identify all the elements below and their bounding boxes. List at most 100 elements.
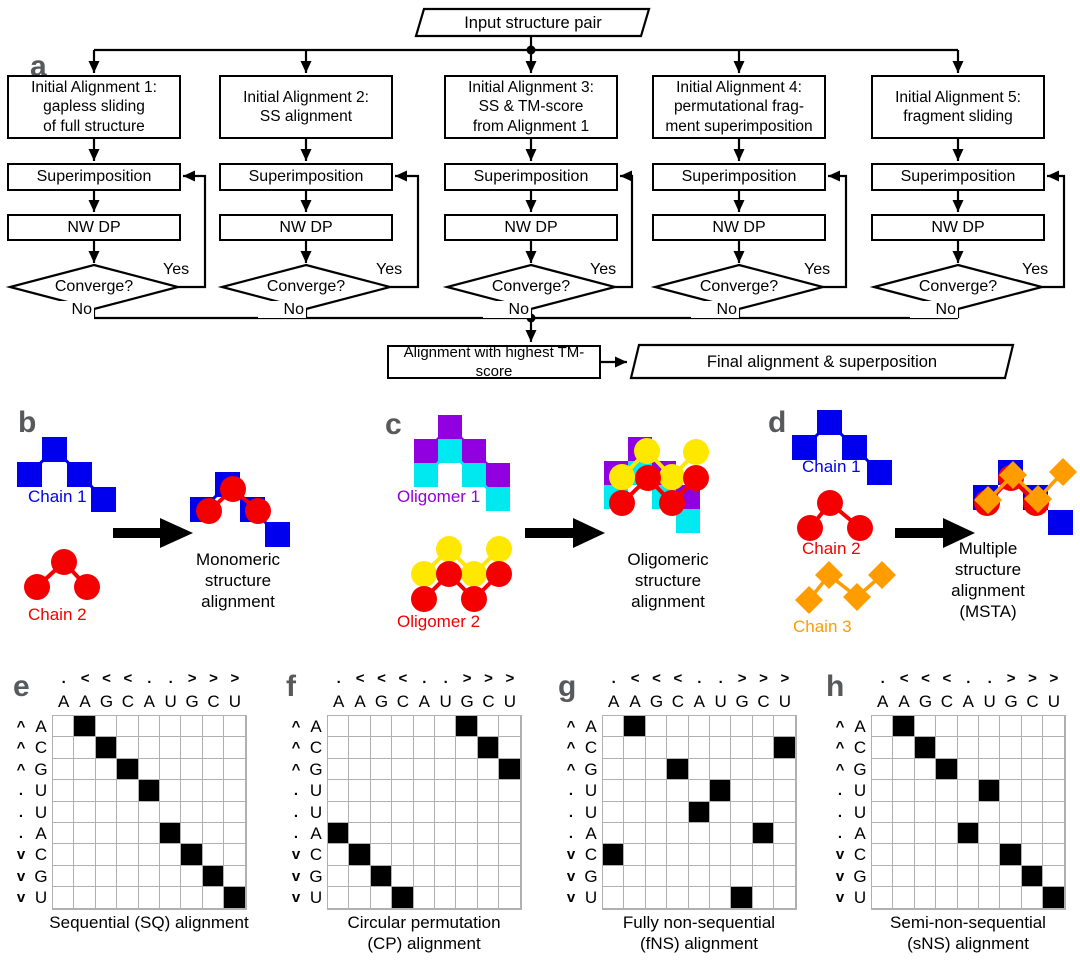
matrix-panel-e-col-marker: > bbox=[209, 670, 218, 687]
matrix-panel-f-letter: f bbox=[286, 670, 296, 703]
matrix-panel-h-cell bbox=[957, 801, 979, 823]
matrix-panel-e-col-letter: G bbox=[185, 692, 199, 711]
matrix-panel-g-col-letter: G bbox=[735, 692, 749, 711]
matrix-panel-e-col-letter: A bbox=[143, 692, 155, 711]
branch-4-converge-label: Converge? bbox=[699, 278, 779, 295]
matrix-panel-f-cell bbox=[392, 865, 414, 888]
matrix-panel-g-cell bbox=[731, 780, 753, 802]
matrix-panel-g-cell bbox=[645, 737, 668, 759]
branch-3-yes-label: Yes bbox=[590, 261, 617, 278]
branch-3-initial-alignment-box: Initial Alignment 3: SS & TM-score from … bbox=[444, 75, 618, 139]
matrix-panel-g-cell bbox=[645, 865, 668, 888]
matrix-panel-e-grid bbox=[52, 715, 247, 910]
matrix-panel-f-col-letter: C bbox=[482, 692, 495, 711]
matrix-panel-f-cell bbox=[434, 737, 457, 759]
matrix-panel-g-cell bbox=[731, 758, 753, 781]
matrix-panel-e-cell bbox=[74, 887, 96, 909]
matrix-panel-h-cell bbox=[1021, 822, 1044, 845]
matrix-panel-f-cell bbox=[456, 844, 478, 866]
matrix-panel-f-row-letter: A bbox=[310, 824, 322, 843]
matrix-panel-f-aligned-cell bbox=[456, 716, 478, 738]
matrix-panel-f-col-marker: > bbox=[484, 670, 493, 687]
matrix-panel-h-cell bbox=[872, 780, 894, 802]
matrix-panel-g-aligned-cell bbox=[688, 801, 710, 823]
matrix-panel-g-row-marker: ^ bbox=[566, 718, 576, 735]
matrix-panel-h-cell bbox=[1021, 737, 1044, 759]
matrix-panel-f-cell bbox=[370, 758, 393, 781]
matrix-panel-e-aligned-cell bbox=[159, 822, 182, 845]
matrix-panel-h-cell bbox=[1043, 758, 1065, 781]
matrix-panel-e-cell bbox=[202, 737, 225, 759]
matrix-panel-e-cell bbox=[224, 822, 246, 845]
panel-c-letter: c bbox=[385, 408, 402, 441]
matrix-panel-f-col-letter: G bbox=[460, 692, 474, 711]
matrix-panel-e-cell bbox=[117, 844, 139, 866]
branch-3-yes-loop bbox=[615, 170, 634, 289]
matrix-panel-h-cell bbox=[1000, 887, 1022, 909]
matrix-panel-e-row-letter: C bbox=[34, 738, 48, 758]
matrix-panel-f-col-letter: A bbox=[418, 692, 430, 711]
matrix-panel-g-cell bbox=[645, 822, 668, 845]
matrix-panel-g-cell bbox=[624, 887, 646, 909]
matrix-panel-f-cell bbox=[413, 780, 435, 802]
panel-d-caption: Multiple structure alignment (MSTA) bbox=[951, 539, 1025, 621]
matrix-panel-e-cell bbox=[159, 758, 182, 781]
matrix-panel-h-col-marker: < bbox=[921, 670, 930, 687]
matrix-panel-f-grid bbox=[327, 715, 522, 910]
matrix-panel-f-row-marker: . bbox=[293, 803, 299, 821]
matrix-panel-h-cell bbox=[936, 716, 958, 738]
matrix-panel-f-cell bbox=[392, 758, 414, 781]
matrix-panel-f-caption: Circular permutation (CP) alignment bbox=[347, 913, 501, 953]
matrix-panel-f-cell bbox=[328, 865, 350, 888]
matrix-panel-h-cell bbox=[872, 716, 894, 738]
matrix-panel-f-cell bbox=[328, 737, 350, 759]
matrix-panel-h-grid bbox=[871, 715, 1066, 910]
matrix-panel-e-cell bbox=[138, 844, 160, 866]
matrix-panel-h-cell bbox=[1000, 737, 1022, 759]
matrix-panel-g-cell bbox=[688, 844, 710, 866]
matrix-panel-h-row-letter: U bbox=[853, 888, 867, 908]
matrix-panel-e-aligned-cell bbox=[181, 844, 203, 866]
matrix-panel-f-cell bbox=[392, 822, 414, 845]
matrix-panel-e-row-letter: C bbox=[34, 845, 48, 865]
matrix-panel-e-cell bbox=[202, 887, 225, 909]
matrix-panel-e-cell bbox=[138, 822, 160, 845]
matrix-panel-h-cell bbox=[957, 844, 979, 866]
matrix-panel-g-cell bbox=[774, 865, 796, 888]
matrix-panel-e-col-marker: < bbox=[102, 670, 111, 687]
matrix-panel-h-cell bbox=[1021, 716, 1044, 738]
branch-4-converge-diamond bbox=[650, 263, 828, 311]
matrix-panel-h-cell bbox=[957, 887, 979, 909]
matrix-panel-f-col-letter: G bbox=[374, 692, 389, 711]
matrix-panel-f-cell bbox=[370, 844, 393, 866]
matrix-panel-e-cell bbox=[224, 801, 246, 823]
matrix-panel-e-cell bbox=[117, 780, 139, 802]
matrix-panel-g-cell bbox=[688, 716, 710, 738]
matrix-panel-g-col-marker: < bbox=[652, 670, 661, 687]
panel-c-oligomer2-circles bbox=[411, 536, 512, 612]
matrix-panel-h-cell bbox=[914, 844, 937, 866]
matrix-panel-e-cell bbox=[74, 844, 96, 866]
matrix-panel-g-col-letter: U bbox=[714, 692, 727, 711]
matrix-panel-f-cell bbox=[413, 887, 435, 909]
matrix-panel-h-cell bbox=[914, 716, 937, 738]
matrix-panel-e-aligned-cell bbox=[95, 737, 118, 759]
matrix-panel-g-cell bbox=[645, 716, 668, 738]
branch-5-no-label: No bbox=[910, 301, 958, 318]
matrix-panel-e-cell bbox=[181, 716, 203, 738]
branch-4-yes-label: Yes bbox=[804, 261, 831, 278]
matrix-panel-e-cell bbox=[53, 801, 75, 823]
branch-1-converge-label: Converge? bbox=[54, 278, 134, 295]
matrix-panel-e-cell bbox=[117, 822, 139, 845]
matrix-panel-e-cell bbox=[159, 865, 182, 888]
matrix-panel-h-cell bbox=[872, 822, 894, 845]
matrix-panel-e-cell bbox=[117, 801, 139, 823]
matrix-panel-h-cell bbox=[914, 758, 937, 781]
matrix-panel-g-aligned-cell bbox=[774, 737, 796, 759]
matrix-panel-e-cell bbox=[95, 801, 118, 823]
panel-d-chain3-label: Chain 3 bbox=[793, 617, 852, 636]
matrix-panel-g-row-letter: C bbox=[584, 738, 598, 758]
branch-5-yes-loop bbox=[1042, 170, 1066, 289]
branch-5-superimposition-box: Superimposition bbox=[871, 163, 1045, 191]
matrix-panel-f-col-letter: C bbox=[396, 692, 410, 711]
